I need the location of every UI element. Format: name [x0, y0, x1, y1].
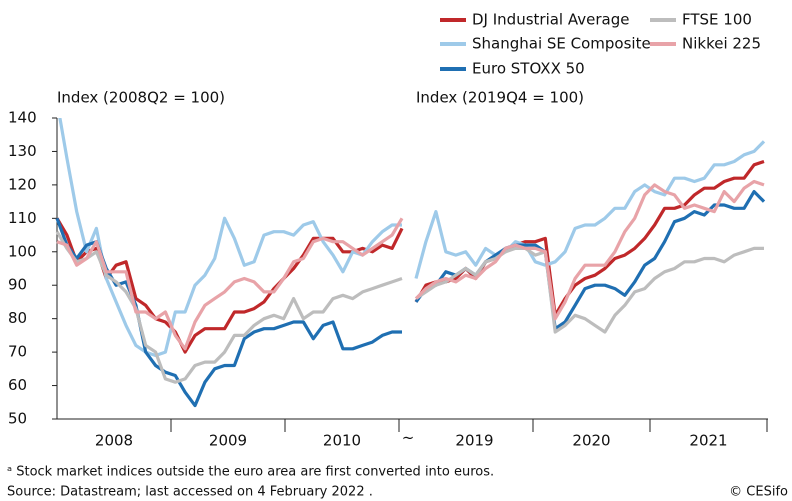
- series-line: [55, 230, 403, 384]
- y-tick-label: 60: [8, 376, 27, 394]
- legend-label: Nikkei 225: [682, 35, 761, 53]
- x-tick-label: 2008: [95, 432, 133, 450]
- legend-label: Shanghai SE Composite: [472, 35, 651, 53]
- footnote: ᵃ Stock market indices outside the euro …: [7, 465, 494, 480]
- y-tick-label: 80: [8, 309, 27, 327]
- x-tick-label: 2009: [209, 432, 247, 450]
- axis-break: ~: [402, 429, 415, 447]
- y-tick-label: 70: [8, 343, 27, 361]
- source: Source: Datastream; last accessed on 4 F…: [7, 485, 373, 500]
- y-tick-label: 130: [8, 142, 37, 160]
- x-tick-label: 2019: [455, 432, 493, 450]
- panel-label: Index (2008Q2 = 100): [57, 89, 225, 107]
- series-line: [414, 179, 765, 321]
- legend-label: Euro STOXX 50: [472, 60, 585, 78]
- series-line: [414, 140, 766, 279]
- credit: © CESifo: [729, 485, 788, 500]
- series-line: [415, 246, 764, 334]
- panel-label: Index (2019Q4 = 100): [416, 89, 584, 107]
- x-tick-label: 2021: [689, 432, 727, 450]
- y-tick-label: 50: [8, 410, 27, 428]
- legend-label: FTSE 100: [682, 11, 752, 29]
- y-tick-label: 120: [8, 175, 37, 193]
- y-tick-label: 110: [8, 209, 37, 227]
- series-line: [414, 159, 765, 317]
- x-tick-label: 2020: [572, 432, 610, 450]
- legend-label: DJ Industrial Average: [472, 11, 629, 29]
- y-tick-label: 90: [8, 276, 27, 294]
- y-tick-label: 140: [8, 109, 37, 127]
- series-line: [56, 217, 404, 351]
- y-tick-label: 100: [8, 242, 37, 260]
- x-tick-label: 2010: [323, 432, 361, 450]
- series-line: [58, 118, 402, 358]
- series-line: [55, 217, 404, 354]
